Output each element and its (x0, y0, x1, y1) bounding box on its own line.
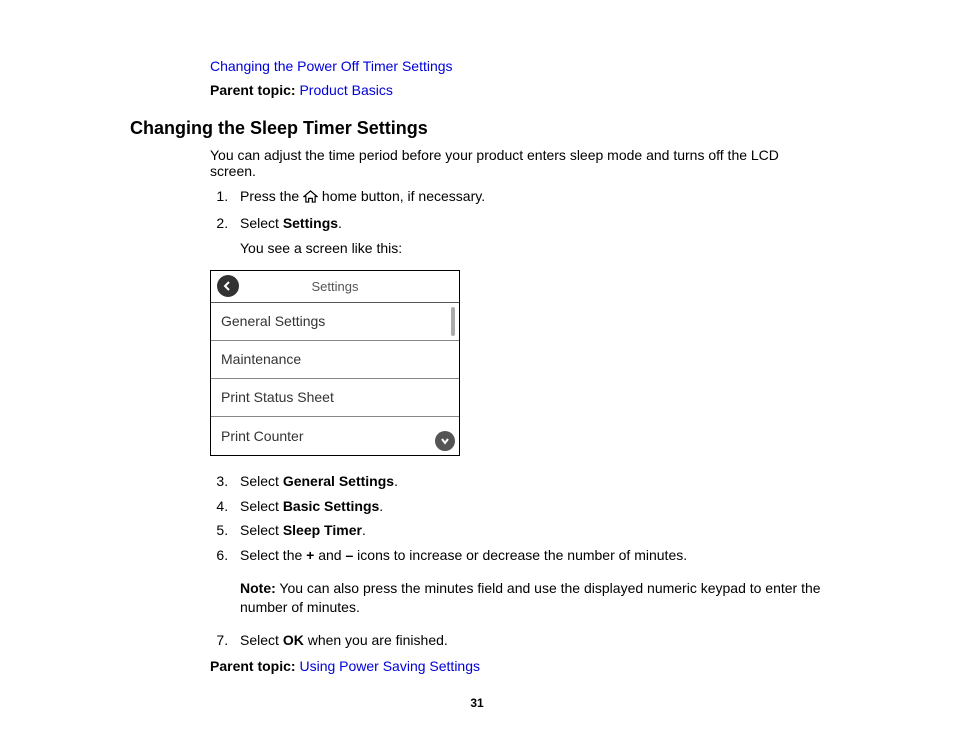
step-6: Select the + and – icons to increase or … (232, 546, 824, 617)
menu-row: Print Status Sheet (211, 379, 459, 417)
step-subtext: You see a screen like this: (240, 239, 824, 258)
screenshot-header: Settings (211, 271, 459, 303)
settings-screenshot: Settings General Settings Maintenance Pr… (210, 270, 460, 456)
section-heading: Changing the Sleep Timer Settings (130, 118, 824, 139)
step-bold: Basic Settings (283, 498, 379, 514)
step-3: Select General Settings. (232, 472, 824, 491)
screenshot-title: Settings (211, 279, 459, 294)
step-text: . (338, 215, 342, 231)
step-bold: Sleep Timer (283, 522, 362, 538)
parent-topic-label: Parent topic: (210, 658, 296, 674)
step-text: Select (240, 473, 283, 489)
note-label: Note: (240, 580, 276, 596)
step-text: Select (240, 215, 283, 231)
step-text: . (394, 473, 398, 489)
step-text: . (379, 498, 383, 514)
step-bold: OK (283, 632, 304, 648)
menu-row: Print Counter (211, 417, 459, 455)
step-text: Select the (240, 547, 306, 563)
back-icon (217, 275, 239, 297)
step-text: icons to increase or decrease the number… (353, 547, 687, 563)
menu-row-label: Print Counter (221, 428, 303, 444)
note-block: Note: You can also press the minutes fie… (240, 579, 824, 617)
step-text: home button, if necessary. (318, 188, 485, 204)
page-number: 31 (0, 696, 954, 710)
step-bold: Settings (283, 215, 338, 231)
step-text: Select (240, 632, 283, 648)
step-text: Press the (240, 188, 303, 204)
step-text: Select (240, 522, 283, 538)
parent-topic-label: Parent topic: (210, 82, 296, 98)
scrollbar (451, 307, 455, 336)
menu-row-label: Maintenance (221, 351, 301, 367)
step-text: . (362, 522, 366, 538)
parent-topic-bottom: Parent topic: Using Power Saving Setting… (210, 658, 824, 674)
step-list-bottom: Select General Settings. Select Basic Se… (232, 472, 824, 650)
link-product-basics[interactable]: Product Basics (299, 82, 392, 98)
note-text: You can also press the minutes field and… (240, 580, 821, 615)
step-2: Select Settings. You see a screen like t… (232, 214, 824, 258)
step-text: Select (240, 498, 283, 514)
menu-row: General Settings (211, 303, 459, 341)
step-5: Select Sleep Timer. (232, 521, 824, 540)
step-list-top: Press the home button, if necessary. Sel… (232, 187, 824, 258)
link-power-saving-settings[interactable]: Using Power Saving Settings (299, 658, 480, 674)
scroll-down-icon (435, 431, 455, 451)
screenshot-body: General Settings Maintenance Print Statu… (211, 303, 459, 455)
menu-row-label: Print Status Sheet (221, 389, 334, 405)
document-page: Changing the Power Off Timer Settings Pa… (0, 0, 954, 674)
step-1: Press the home button, if necessary. (232, 187, 824, 208)
step-text: when you are finished. (304, 632, 448, 648)
menu-row-label: General Settings (221, 313, 325, 329)
step-4: Select Basic Settings. (232, 497, 824, 516)
home-icon (303, 189, 318, 208)
intro-text: You can adjust the time period before yo… (210, 147, 824, 179)
step-text: and (314, 547, 345, 563)
menu-row: Maintenance (211, 341, 459, 379)
link-power-off-timer[interactable]: Changing the Power Off Timer Settings (210, 58, 453, 74)
step-bold: General Settings (283, 473, 394, 489)
step-7: Select OK when you are finished. (232, 631, 824, 650)
